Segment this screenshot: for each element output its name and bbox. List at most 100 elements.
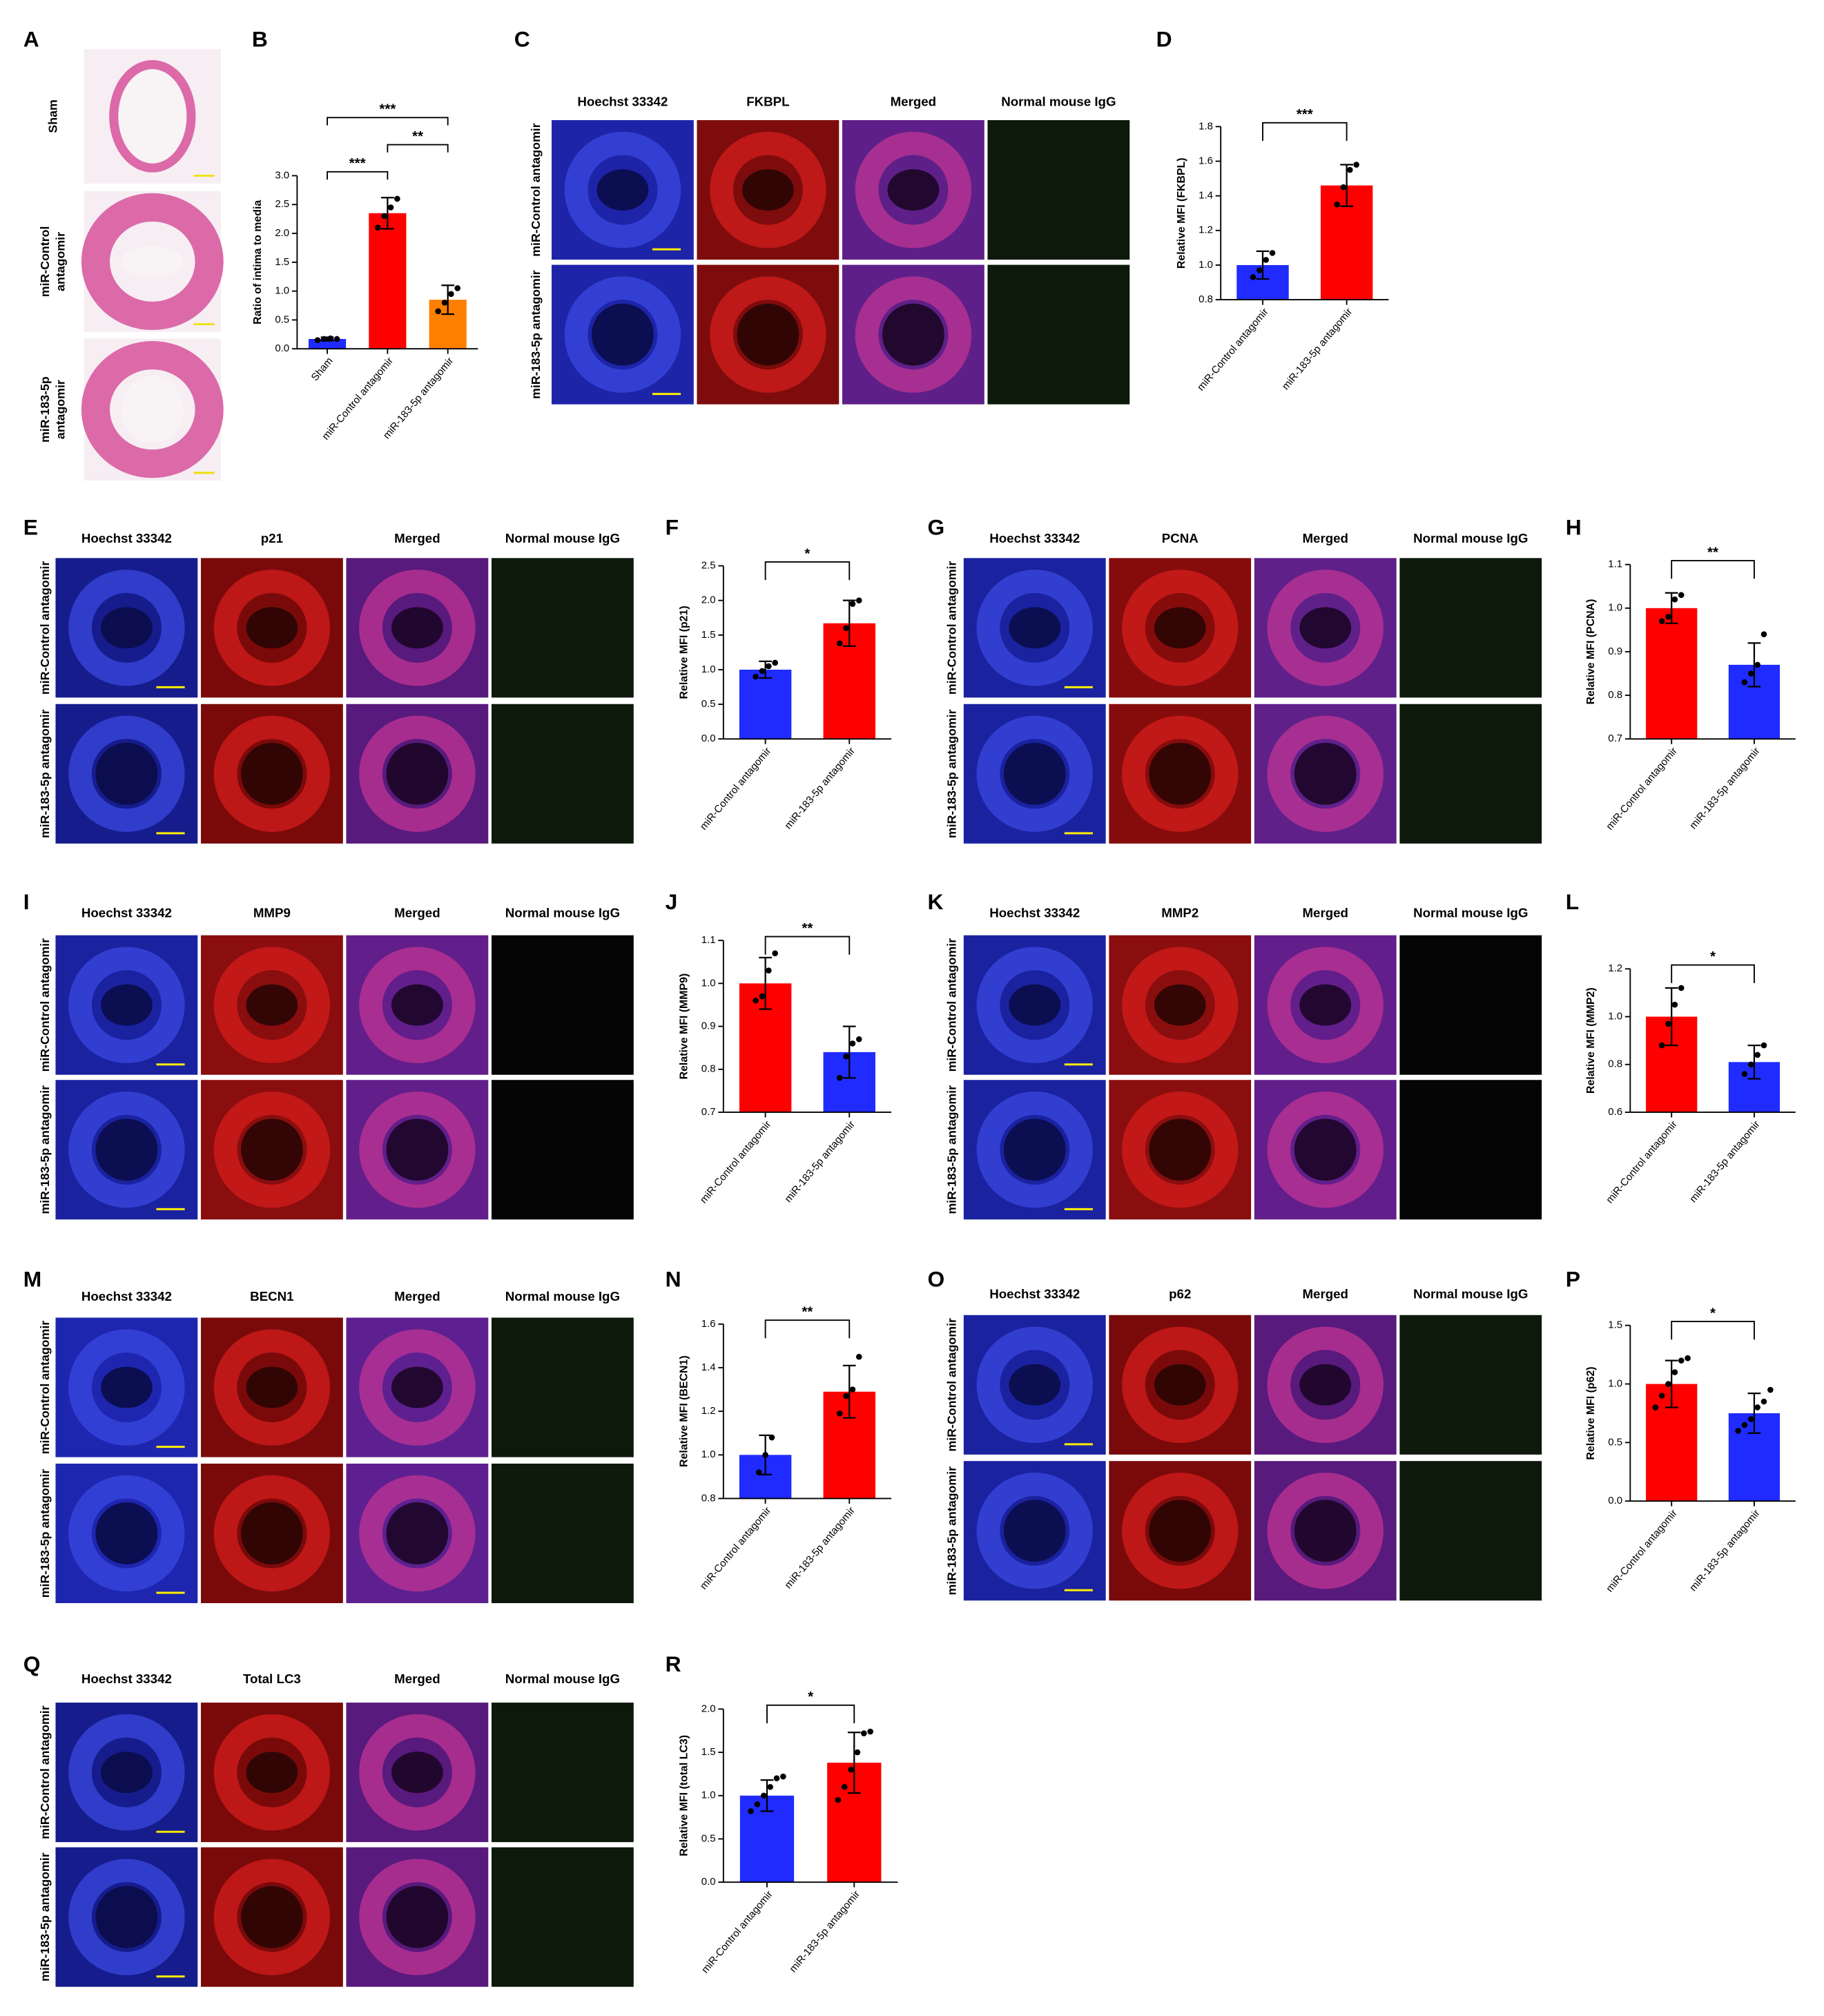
row-label: miR-183-5p antagomir xyxy=(945,709,959,838)
x-tick-label: miR-Control antagomir xyxy=(698,745,774,832)
micrograph xyxy=(1399,1315,1542,1455)
vessel-lumen xyxy=(391,984,443,1026)
data-point xyxy=(1760,631,1767,638)
vessel-ring xyxy=(1267,1326,1384,1443)
vessel-lumen xyxy=(240,1118,303,1181)
significance-bracket xyxy=(1671,964,1755,983)
vessel-ring xyxy=(1122,947,1239,1063)
data-point xyxy=(766,663,772,670)
column-header: MMP2 xyxy=(1161,905,1199,920)
y-axis-label: Relative MFI (total LC3) xyxy=(678,1735,690,1857)
significance-bracket xyxy=(387,144,449,153)
vessel-lumen xyxy=(246,1752,298,1794)
panel-letter: F xyxy=(666,515,679,540)
data-point xyxy=(855,1353,862,1360)
y-tick-label: 1.0 xyxy=(1199,259,1213,271)
data-point xyxy=(1754,1051,1760,1058)
data-point xyxy=(381,213,387,220)
vessel-ring xyxy=(855,131,972,249)
vessel-lumen xyxy=(741,169,794,211)
column-header: Normal mouse IgG xyxy=(505,1289,620,1303)
y-tick-label: 0.7 xyxy=(1608,733,1622,744)
panel-letter: C xyxy=(514,26,530,51)
panel-letter: E xyxy=(23,515,38,540)
data-point xyxy=(772,950,778,957)
vessel-lumen xyxy=(591,303,654,366)
data-point xyxy=(854,1749,861,1756)
vessel-ring xyxy=(68,947,185,1063)
y-tick-label: 1.0 xyxy=(1608,1377,1622,1389)
vessel-ring xyxy=(359,715,476,832)
micrograph xyxy=(491,1703,634,1843)
panel-letter: N xyxy=(666,1267,681,1292)
vessel-ring xyxy=(710,276,826,393)
data-point xyxy=(848,1766,854,1773)
vessel-lumen xyxy=(100,984,153,1026)
data-point xyxy=(1671,596,1678,603)
y-tick-label: 1.0 xyxy=(701,977,716,989)
row-label: miR-183-5p antagomir xyxy=(38,1852,52,1981)
y-tick-label: 1.5 xyxy=(275,256,289,268)
panel-letter: R xyxy=(666,1651,681,1676)
significance-label: ** xyxy=(412,128,423,144)
row-label: miR-Control antagomir xyxy=(38,561,52,695)
vessel-lumen xyxy=(1009,607,1061,649)
vessel-ring xyxy=(359,1859,476,1975)
data-point xyxy=(1760,1042,1767,1049)
vessel-lumen xyxy=(95,1118,158,1181)
column-header: Normal mouse IgG xyxy=(1413,905,1528,920)
row-label: miR-Control antagomir xyxy=(38,1321,52,1455)
data-point xyxy=(841,1783,848,1790)
y-tick-label: 1.0 xyxy=(701,1448,716,1460)
y-tick-label: 1.6 xyxy=(701,1318,716,1330)
significance-label: ** xyxy=(1707,544,1718,560)
data-point xyxy=(375,224,381,231)
x-tick-label: miR-183-5p antagomir xyxy=(782,1118,857,1205)
vessel-ring xyxy=(976,1092,1093,1208)
y-tick-label: 0.0 xyxy=(701,733,716,744)
y-axis-label: Relative MFI (p21) xyxy=(678,605,690,699)
panel-letter: H xyxy=(1566,515,1582,540)
x-tick-label: miR-183-5p antagomir xyxy=(782,745,857,831)
panel-letter: B xyxy=(252,26,268,51)
data-point xyxy=(759,993,766,1000)
data-point xyxy=(1741,679,1748,686)
data-point xyxy=(849,1386,856,1393)
vessel-ring xyxy=(1267,947,1384,1063)
data-point xyxy=(321,336,327,342)
column-header: Merged xyxy=(1302,1286,1348,1301)
data-point xyxy=(1340,184,1347,191)
data-point xyxy=(387,204,394,211)
x-tick-label: miR-183-5p antagomir xyxy=(782,1505,857,1591)
panel-letter: I xyxy=(23,889,30,914)
data-point xyxy=(773,1775,780,1782)
row-label: miR-Control antagomir xyxy=(38,1705,52,1839)
y-tick-label: 0.9 xyxy=(701,1020,716,1032)
data-point xyxy=(748,1808,754,1814)
data-point xyxy=(435,308,441,315)
vessel-ring xyxy=(976,1326,1093,1443)
vessel-lumen xyxy=(100,607,153,649)
vessel-lumen xyxy=(1294,742,1357,805)
y-tick-label: 1.0 xyxy=(701,663,716,675)
row-label: miR-183-5p antagomir xyxy=(38,1085,52,1214)
row-label: miR-183-5p antagomir xyxy=(38,1469,52,1598)
vessel-lumen xyxy=(386,742,449,805)
x-tick-label: miR-Control antagomir xyxy=(698,1118,774,1205)
vessel-lumen xyxy=(1003,1118,1066,1181)
data-point xyxy=(1747,1416,1754,1422)
row-label: miR-183-5p antagomir xyxy=(529,270,543,399)
vessel-ring xyxy=(68,570,185,686)
y-tick-label: 1.2 xyxy=(701,1405,716,1417)
vessel-lumen xyxy=(887,169,940,211)
column-header: Hoechst 33342 xyxy=(81,1289,172,1303)
data-point xyxy=(755,1469,762,1475)
column-header: BECN1 xyxy=(250,1289,293,1303)
y-tick-label: 1.8 xyxy=(1199,120,1213,132)
vessel-ring xyxy=(359,947,476,1063)
panel-letter: O xyxy=(927,1267,944,1292)
row-label: miR-Control antagomir xyxy=(38,938,52,1072)
vessel-ring xyxy=(564,276,681,393)
data-point xyxy=(759,668,766,675)
panel-letter: Q xyxy=(23,1651,41,1676)
